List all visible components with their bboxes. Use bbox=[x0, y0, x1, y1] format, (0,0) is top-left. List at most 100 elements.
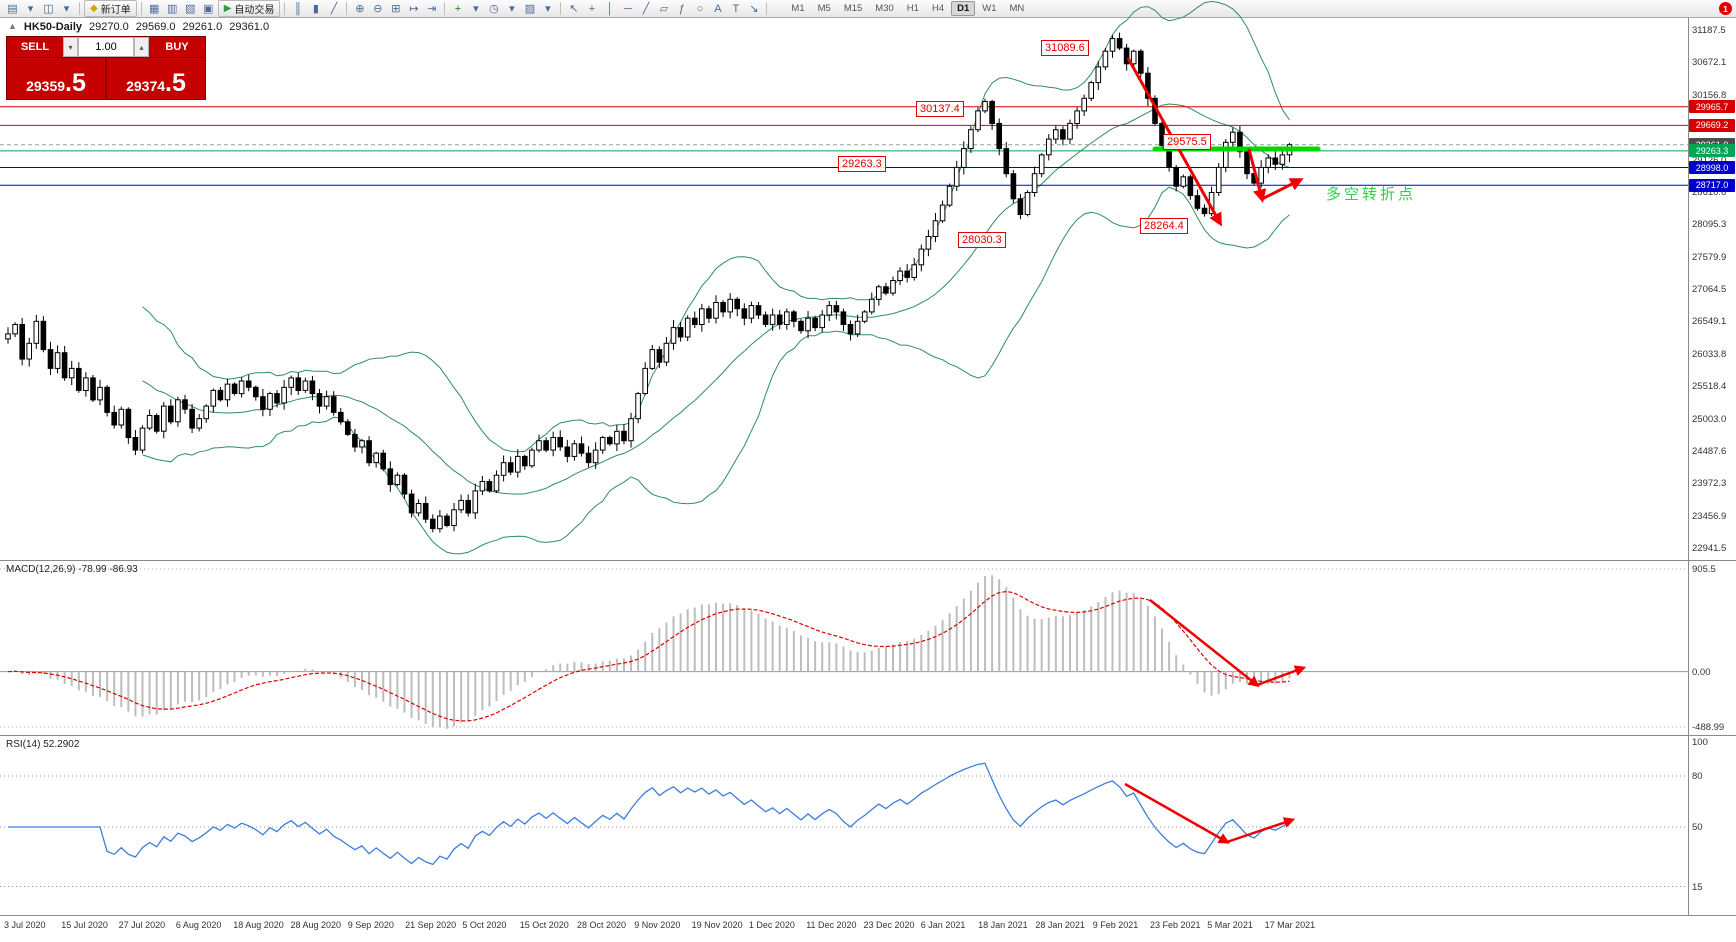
data-window-icon[interactable]: ▥ bbox=[167, 3, 178, 15]
x-axis-date[interactable]: 15 Jul 2020 bbox=[61, 920, 108, 930]
timeframe-m1[interactable]: M1 bbox=[791, 3, 805, 14]
timeframe-h4[interactable]: H4 bbox=[931, 3, 945, 14]
price-callout[interactable]: 30137.4 bbox=[916, 101, 964, 117]
x-axis-date[interactable]: 6 Aug 2020 bbox=[175, 920, 222, 930]
chart-annotation-text[interactable]: 多空转折点 bbox=[1326, 186, 1417, 203]
auto-scroll-icon[interactable]: ↦ bbox=[409, 3, 419, 15]
trend-arrow[interactable] bbox=[1124, 782, 1230, 844]
arrows-icon[interactable]: ↘ bbox=[749, 3, 759, 15]
x-axis-date[interactable]: 23 Feb 2021 bbox=[1150, 920, 1201, 930]
x-axis-date[interactable]: 19 Nov 2020 bbox=[691, 920, 743, 930]
chart-shift-icon[interactable]: ⇥ bbox=[427, 3, 437, 15]
x-axis-date[interactable]: 28 Oct 2020 bbox=[577, 920, 627, 930]
volume-input[interactable] bbox=[78, 37, 134, 57]
candle-body bbox=[840, 311, 847, 325]
collapse-panel-icon[interactable]: ▲ bbox=[8, 21, 17, 31]
x-axis-date[interactable]: 28 Aug 2020 bbox=[290, 920, 342, 930]
new-chart-dropdown-icon[interactable]: ▾ bbox=[27, 3, 34, 15]
timeframe-m30[interactable]: M30 bbox=[875, 3, 894, 14]
x-axis-date[interactable]: 21 Sep 2020 bbox=[405, 920, 457, 930]
shapes-icon[interactable]: ○ bbox=[696, 2, 704, 15]
trend-arrow[interactable] bbox=[1261, 178, 1304, 201]
x-axis-date[interactable]: 23 Dec 2020 bbox=[863, 920, 915, 930]
volume-increase-button[interactable]: ▴ bbox=[134, 37, 149, 57]
x-axis-date[interactable]: 9 Sep 2020 bbox=[347, 920, 394, 930]
indicators-dropdown-icon[interactable]: ▾ bbox=[473, 3, 479, 15]
fibonacci-icon[interactable]: ƒ bbox=[678, 2, 685, 15]
zoom-in-icon[interactable]: ⊕ bbox=[355, 3, 365, 15]
profiles-dropdown-icon[interactable]: ▾ bbox=[63, 3, 70, 15]
timeframe-m15[interactable]: M15 bbox=[843, 3, 863, 14]
channel-icon[interactable]: ▱ bbox=[659, 3, 669, 15]
periods-icon[interactable]: ◷ bbox=[489, 3, 499, 15]
notifications-badge[interactable]: 1 bbox=[1719, 2, 1732, 15]
horizontal-line-icon[interactable]: ─ bbox=[624, 2, 632, 15]
candle-body bbox=[1102, 50, 1109, 68]
bid-price-button[interactable]: 29359.5 bbox=[7, 58, 105, 99]
profiles-icon[interactable]: ◫ bbox=[43, 3, 54, 15]
trend-arrow[interactable] bbox=[1256, 665, 1307, 687]
vertical-line-icon[interactable]: │ bbox=[606, 2, 614, 15]
timeframe-w1[interactable]: W1 bbox=[982, 3, 997, 14]
trend-arrow[interactable] bbox=[1247, 148, 1267, 203]
candle-body bbox=[564, 446, 571, 457]
navigator-icon[interactable]: ▧ bbox=[185, 3, 196, 15]
candle-body bbox=[692, 317, 698, 326]
periods-dropdown-icon[interactable]: ▾ bbox=[509, 3, 515, 15]
candle-body bbox=[19, 324, 25, 360]
line-chart-icon[interactable]: ╱ bbox=[330, 3, 338, 15]
candle-body bbox=[430, 518, 436, 530]
timeframe-h1[interactable]: H1 bbox=[906, 3, 919, 14]
x-axis-date[interactable]: 11 Dec 2020 bbox=[806, 920, 857, 930]
timeframe-mn[interactable]: MN bbox=[1009, 3, 1025, 14]
cursor-icon[interactable]: ↖ bbox=[569, 3, 579, 15]
market-watch-icon[interactable]: ▦ bbox=[149, 3, 160, 15]
candlestick-chart-icon[interactable]: ▮ bbox=[312, 3, 319, 15]
x-axis-date[interactable]: 15 Oct 2020 bbox=[519, 920, 569, 930]
zoom-out-icon[interactable]: ⊖ bbox=[373, 3, 383, 15]
price-callout[interactable]: 28264.4 bbox=[1140, 218, 1188, 234]
text-icon[interactable]: A bbox=[714, 2, 722, 15]
bar-chart-icon[interactable]: ║ bbox=[294, 2, 302, 15]
candle-body bbox=[1194, 195, 1201, 209]
y-axis-label: 27064.5 bbox=[1692, 284, 1727, 295]
x-axis-date[interactable]: 5 Oct 2020 bbox=[462, 920, 507, 930]
price-callout[interactable]: 28030.3 bbox=[958, 232, 1006, 248]
x-axis-date[interactable]: 28 Jan 2021 bbox=[1035, 920, 1085, 930]
x-axis-date[interactable]: 1 Dec 2020 bbox=[748, 920, 795, 930]
price-callout[interactable]: 29575.5 bbox=[1163, 134, 1211, 150]
x-axis-date[interactable]: 18 Jan 2021 bbox=[978, 920, 1028, 930]
terminal-icon[interactable]: ▣ bbox=[203, 3, 214, 15]
timeframe-m5[interactable]: M5 bbox=[817, 3, 831, 14]
new-order-button[interactable]: ◆ 新订单 bbox=[84, 0, 137, 17]
ohlc-close: 29361.0 bbox=[229, 21, 270, 33]
timeframe-d1[interactable]: D1 bbox=[951, 1, 976, 16]
templates-icon[interactable]: ▨ bbox=[524, 3, 536, 15]
x-axis-date[interactable]: 17 Mar 2021 bbox=[1264, 920, 1316, 930]
sell-button[interactable]: SELL bbox=[7, 37, 63, 57]
label-icon[interactable]: T bbox=[732, 2, 740, 15]
x-axis-date[interactable]: 6 Jan 2021 bbox=[920, 920, 966, 930]
autotrading-button[interactable]: ▶ 自动交易 bbox=[217, 0, 281, 17]
new-chart-icon[interactable]: ▤ bbox=[7, 3, 18, 15]
x-axis-date[interactable]: 18 Aug 2020 bbox=[233, 920, 284, 930]
crosshair-icon[interactable]: + bbox=[588, 2, 596, 15]
tile-windows-icon[interactable]: ⊞ bbox=[391, 3, 401, 15]
x-axis-date[interactable]: 27 Jul 2020 bbox=[118, 920, 166, 930]
price-callout[interactable]: 29263.3 bbox=[838, 156, 886, 172]
templates-dropdown-icon[interactable]: ▾ bbox=[545, 3, 551, 15]
x-axis-date[interactable]: 9 Nov 2020 bbox=[634, 920, 681, 930]
price-callout[interactable]: 31089.6 bbox=[1041, 40, 1089, 56]
buy-button[interactable]: BUY bbox=[149, 37, 205, 57]
volume-decrease-button[interactable]: ▾ bbox=[63, 37, 78, 57]
indicators-icon[interactable]: + bbox=[454, 2, 462, 15]
trend-arrow[interactable] bbox=[1149, 599, 1260, 688]
x-axis-date[interactable]: 5 Mar 2021 bbox=[1207, 920, 1253, 930]
x-axis-date[interactable]: 9 Feb 2021 bbox=[1092, 920, 1139, 930]
ask-price-button[interactable]: 29374.5 bbox=[107, 58, 205, 99]
rsi-axis-label: 15 bbox=[1692, 881, 1703, 893]
x-axis-date[interactable]: 3 Jul 2020 bbox=[4, 920, 46, 930]
trend-arrow[interactable] bbox=[1226, 817, 1296, 844]
trendline-icon[interactable]: ╱ bbox=[642, 3, 650, 15]
